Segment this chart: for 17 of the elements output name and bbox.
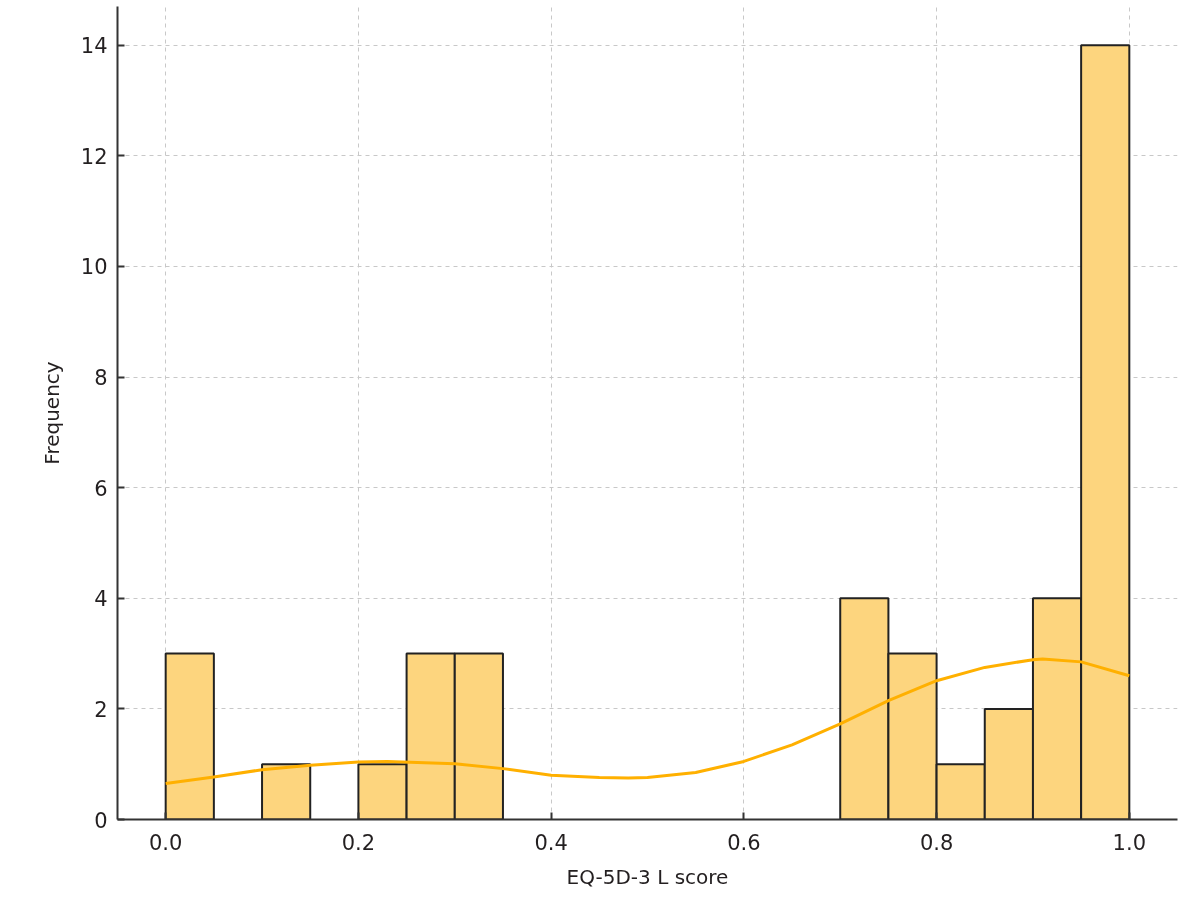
x-tick-label: 0.4 [534, 830, 568, 855]
y-tick-label: 12 [80, 144, 108, 169]
y-axis-title: Frequency [39, 361, 64, 465]
y-tick-label: 6 [94, 476, 108, 501]
line-series [164, 657, 1131, 786]
x-tick-label: 0.0 [148, 830, 183, 855]
x-axis-title: EQ-5D-3 L score [566, 864, 729, 889]
y-tick-label: 4 [94, 587, 108, 612]
y-tick-label: 8 [94, 366, 108, 391]
y-tick-label: 14 [80, 34, 108, 59]
x-tick-label: 1.0 [1112, 830, 1147, 855]
x-tick-label: 0.8 [919, 830, 954, 855]
y-tick-label: 0 [94, 808, 108, 833]
y-tick-label: 2 [94, 697, 108, 722]
x-tick-label: 0.2 [341, 830, 376, 855]
x-tick-label: 0.6 [727, 830, 761, 855]
y-tick-label: 10 [80, 255, 108, 280]
